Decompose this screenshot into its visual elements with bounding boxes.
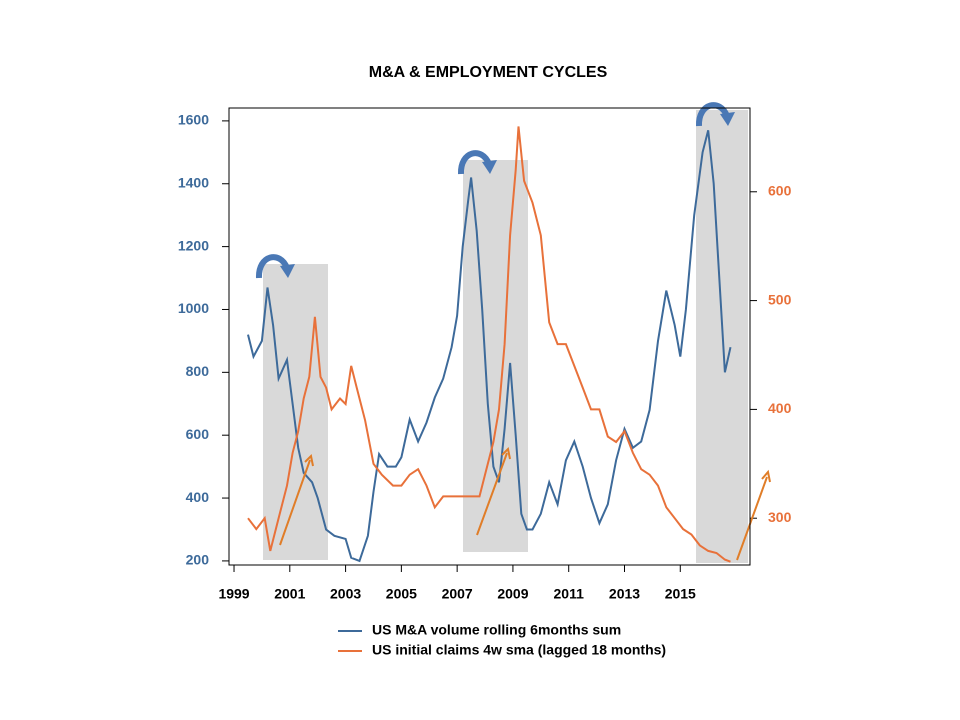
annotations [263,110,748,563]
arrows [255,102,771,561]
x-tick-label: 2007 [442,586,473,602]
y-tick-label: 600 [186,426,210,442]
curved-arrow [695,102,730,127]
arrow-head [761,469,771,483]
legend-label: US M&A volume rolling 6months sum [372,622,621,638]
y2-tick-label: 600 [768,182,792,198]
y-tick-label: 400 [186,489,210,505]
arrow-head [304,453,314,467]
shaded-region [463,160,528,552]
x-tick-label: 2015 [665,586,696,602]
legend-label: US initial claims 4w sma (lagged 18 mont… [372,642,666,658]
chart-title: M&A & EMPLOYMENT CYCLES [369,64,608,81]
y-tick-label: 1200 [178,237,209,253]
y-tick-label: 800 [186,363,210,379]
arrow [279,459,311,546]
y-tick-label: 1000 [178,300,209,316]
curved-arrow [255,254,290,279]
arrow-head [720,112,735,126]
arrow [736,476,768,561]
y2-tick-label: 300 [768,509,792,525]
x-tick-label: 2005 [386,586,417,602]
line-series [247,126,731,563]
x-tick-label: 2003 [330,586,361,602]
y-tick-label: 1400 [178,174,209,190]
x-tick-label: 2001 [274,586,305,602]
x-tick-label: 1999 [218,586,249,602]
plot-frame [228,107,751,566]
shaded-region [263,264,328,560]
y-tick-label: 1600 [178,112,209,128]
x-tick-label: 2009 [497,586,528,602]
arrow-head [280,264,295,278]
arrow-head [501,446,511,460]
line-series [247,130,732,563]
y-tick-label: 200 [186,552,210,568]
x-tick-label: 2013 [609,586,640,602]
y2-tick-label: 500 [768,291,792,307]
y2-tick-label: 400 [768,400,792,416]
x-tick-label: 2011 [554,586,585,602]
curved-arrow [457,150,492,175]
arrow [476,452,508,536]
arrow-head [482,160,497,174]
